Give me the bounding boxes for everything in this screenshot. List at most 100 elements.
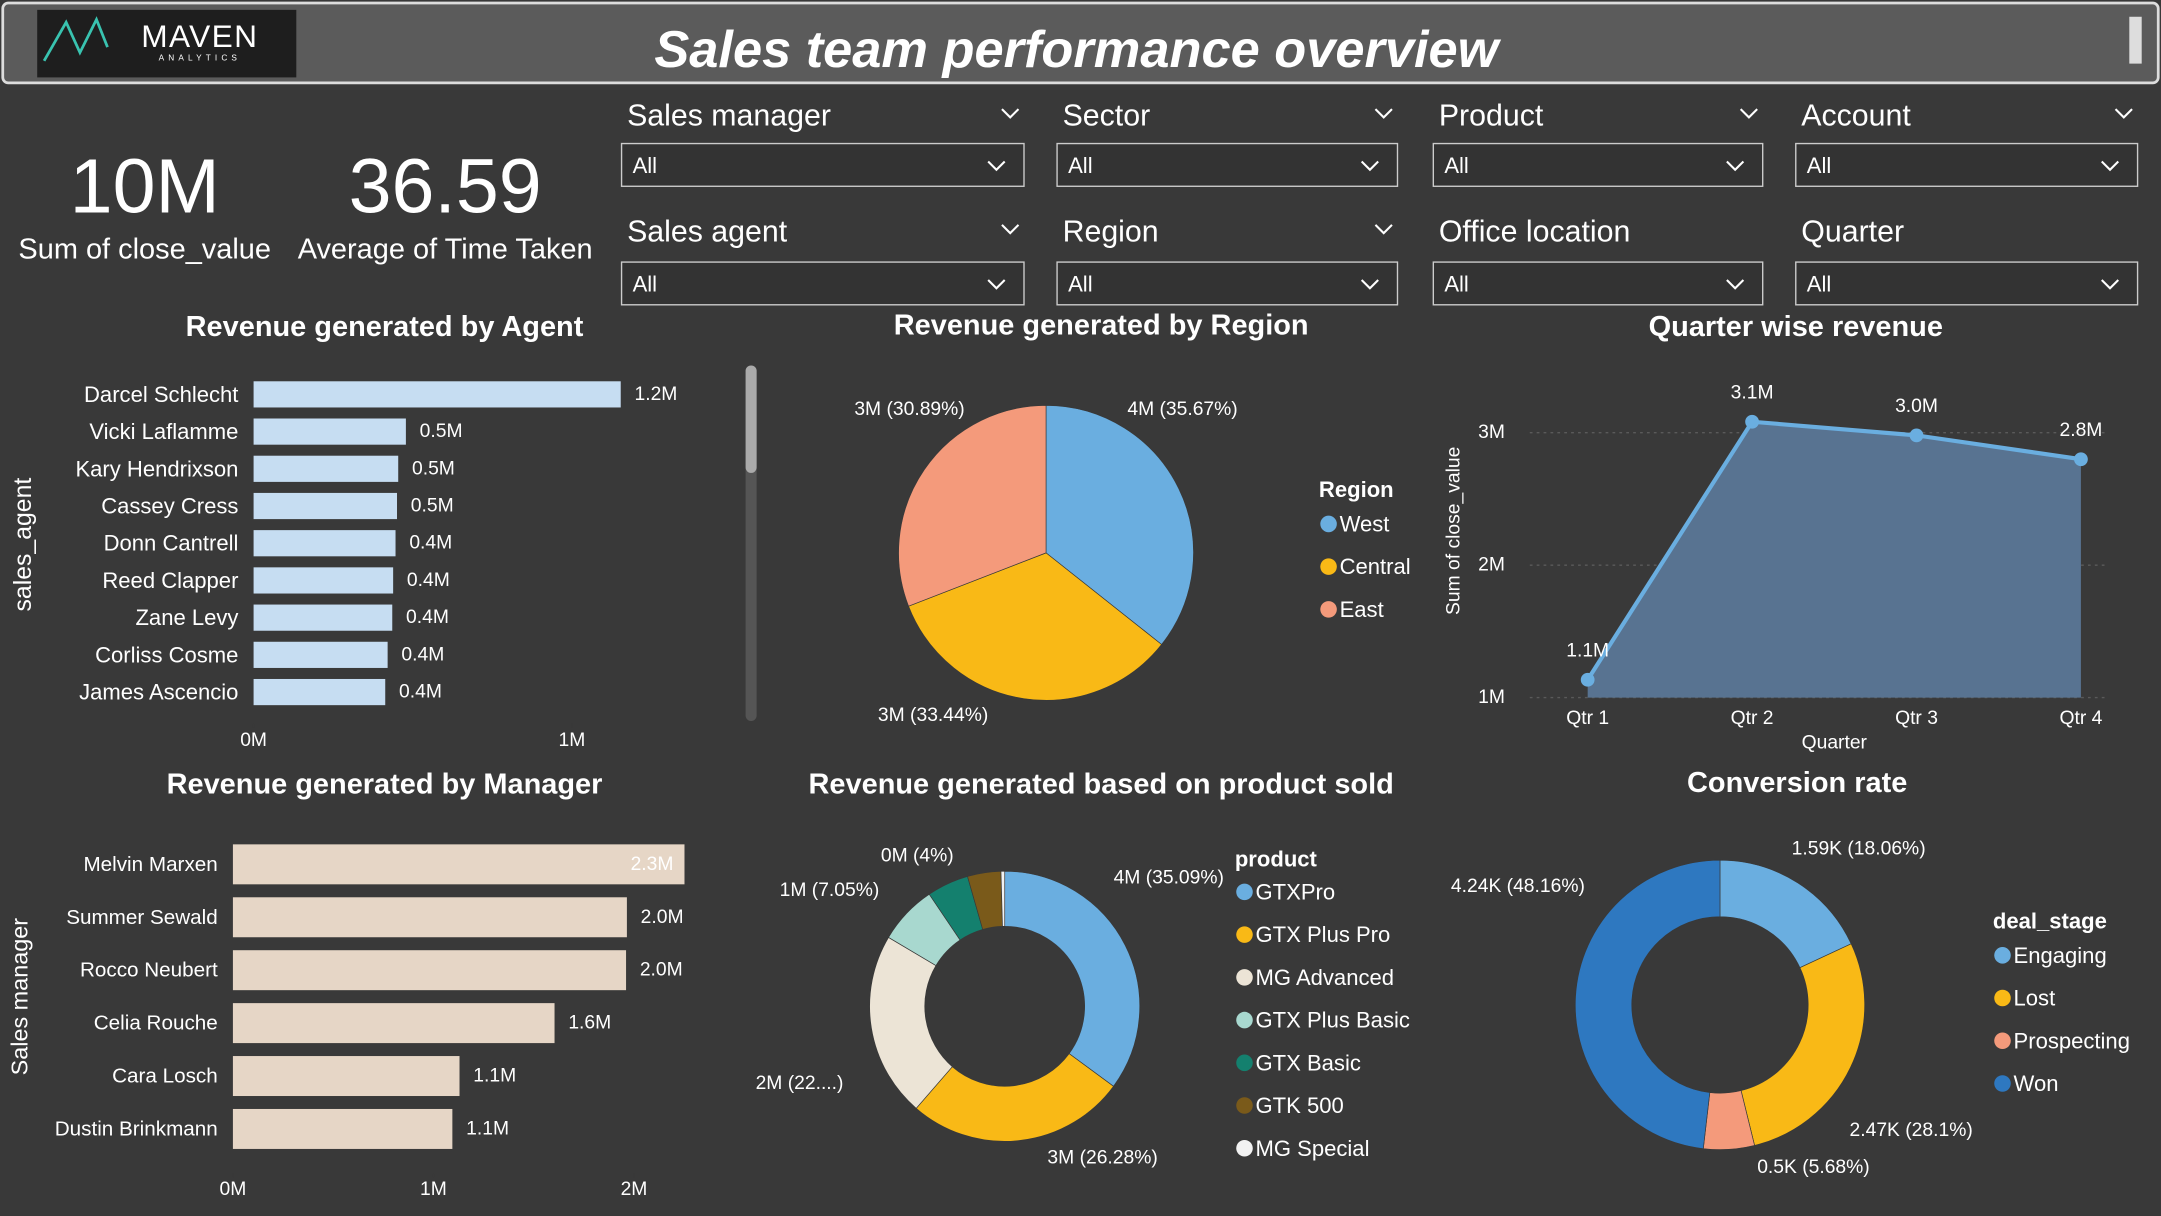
chevron[interactable] (2101, 160, 2120, 172)
value-label: 1.1M (466, 1118, 509, 1139)
legend-label[interactable]: GTX Plus Basic (1256, 1008, 1410, 1033)
y-tick-label: 2M (1478, 555, 1505, 576)
value-label: 0.4M (401, 644, 444, 665)
value-label: 1M (7.05%) (780, 880, 880, 901)
y-axis-title: Sum of close_value (1443, 447, 1464, 615)
filter-dropdown[interactable] (1056, 142, 1399, 187)
legend-label[interactable]: MG Special (1256, 1136, 1370, 1161)
value-label: 0.5M (420, 421, 463, 442)
x-tick-label: 1M (420, 1179, 447, 1200)
x-axis-title: Quarter (1802, 733, 1868, 754)
chevron[interactable] (987, 279, 1006, 290)
legend-label[interactable]: GTK 500 (1256, 1093, 1344, 1118)
filter-dropdown[interactable] (1795, 261, 2139, 306)
value-label: 0M (4%) (881, 846, 954, 867)
value-label: 2.8M (2059, 420, 2102, 441)
legend-label[interactable]: GTX Basic (1256, 1050, 1361, 1075)
legend-title: deal_stage (1993, 908, 2107, 933)
filter-value: All (1444, 153, 1469, 178)
chevron[interactable] (1360, 160, 1379, 172)
x-tick-label: 1M (559, 730, 586, 751)
legend-marker[interactable] (1236, 883, 1253, 901)
legend-marker[interactable] (1236, 1097, 1253, 1114)
legend-marker[interactable] (1320, 515, 1337, 533)
legend-marker[interactable] (1320, 558, 1337, 575)
legend-label[interactable]: West (1340, 511, 1390, 536)
chevron[interactable] (987, 160, 1006, 172)
filter-dropdown[interactable] (620, 261, 1025, 306)
chevron[interactable] (2101, 279, 2120, 290)
chevron[interactable] (1726, 279, 1745, 290)
category-label: Melvin Marxen (83, 853, 217, 876)
legend-label[interactable]: Central (1340, 554, 1411, 579)
legend-label[interactable]: MG Advanced (1256, 965, 1394, 990)
legend-title: product (1235, 846, 1318, 871)
scrollbar-thumb[interactable] (745, 365, 757, 473)
filter-dropdown[interactable] (620, 142, 1025, 187)
chart-title: Quarter wise revenue (1649, 311, 1943, 343)
chevron[interactable] (1739, 108, 1758, 119)
chevron[interactable] (1374, 224, 1393, 235)
legend-marker[interactable] (1236, 1011, 1253, 1029)
legend-marker[interactable] (1236, 926, 1253, 943)
value-label: 0.5K (5.68%) (1757, 1157, 1870, 1178)
value-label: 0.5M (411, 496, 454, 517)
bar (232, 1056, 460, 1097)
legend-marker[interactable] (1236, 1054, 1253, 1072)
bar (253, 381, 621, 408)
value-label: 1.59K (18.06%) (1792, 839, 1926, 860)
chevron[interactable] (1360, 279, 1379, 290)
chevron[interactable] (1374, 108, 1393, 119)
legend-marker[interactable] (1994, 1075, 2011, 1092)
legend-marker[interactable] (1994, 1032, 2011, 1050)
slice (1004, 870, 1141, 1087)
chevron[interactable] (1001, 108, 1020, 119)
chevron[interactable] (1001, 224, 1020, 235)
area (1587, 421, 2081, 698)
legend-marker[interactable] (1236, 1139, 1253, 1157)
x-tick-label: 0M (240, 730, 267, 751)
legend-label[interactable]: Prospecting (2014, 1028, 2130, 1053)
legend-label[interactable]: GTX Plus Pro (1256, 922, 1391, 947)
legend-marker[interactable] (1236, 969, 1253, 986)
y-tick-label: 1M (1478, 687, 1505, 708)
y-tick-label: 3M (1478, 422, 1505, 443)
category-label: Reed Clapper (102, 568, 238, 593)
legend-label[interactable]: Lost (2014, 986, 2056, 1011)
filter-value: All (633, 153, 658, 178)
category-label: Kary Hendrixson (75, 456, 238, 481)
bar (253, 604, 393, 631)
chart-title: Conversion rate (1687, 767, 1907, 799)
legend-marker[interactable] (1320, 601, 1337, 618)
category-label: Celia Rouche (94, 1012, 218, 1035)
legend-label[interactable]: GTXPro (1256, 879, 1336, 904)
filter-dropdown[interactable] (1432, 142, 1764, 187)
kpi-label: Sum of close_value (18, 234, 271, 266)
chart-title: Revenue generated by Manager (167, 768, 603, 800)
filter-dropdown[interactable] (1056, 261, 1399, 306)
chart-title: Revenue generated by Agent (186, 311, 584, 343)
y-axis-title: sales_agent (10, 478, 37, 612)
chevron[interactable] (2114, 108, 2133, 119)
logo-icon (42, 16, 109, 62)
value-label: 2.47K (28.1%) (1850, 1120, 1973, 1141)
legend-label[interactable]: Won (2014, 1071, 2059, 1096)
chevron[interactable] (1726, 160, 1745, 172)
legend-marker[interactable] (1994, 989, 2011, 1007)
value-label: 4.24K (48.16%) (1451, 876, 1585, 897)
legend-marker[interactable] (1994, 947, 2011, 964)
category-label: Corliss Cosme (95, 642, 238, 667)
filter-value: All (1068, 272, 1093, 297)
filter-label: Region (1063, 215, 1159, 248)
filter-dropdown[interactable] (1795, 142, 2139, 187)
filter-dropdown[interactable] (1432, 261, 1764, 306)
filter-value: All (633, 272, 658, 297)
legend-label[interactable]: Engaging (2014, 943, 2107, 968)
filter-value: All (1807, 272, 1832, 297)
value-label: 0.5M (412, 458, 455, 479)
category-label: Rocco Neubert (80, 959, 218, 982)
value-label: 0.4M (406, 607, 449, 628)
legend-label[interactable]: East (1340, 597, 1384, 622)
header-bar (1, 1, 2160, 85)
point (1909, 428, 1924, 443)
